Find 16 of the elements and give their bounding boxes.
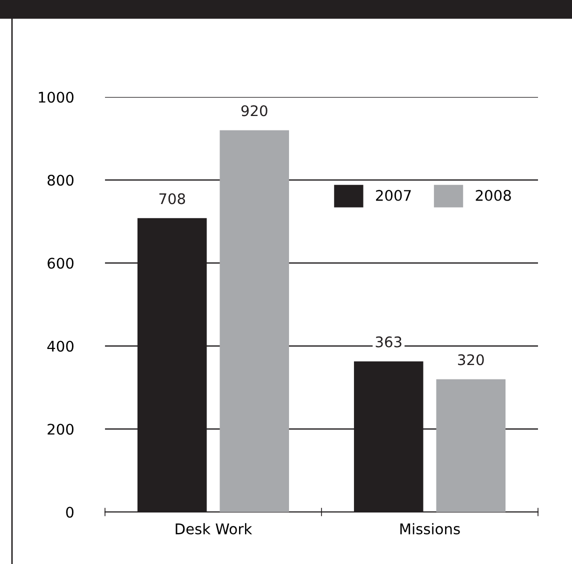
- y-tick-label: 1000: [38, 92, 74, 103]
- y-tick-label: 600: [48, 258, 74, 269]
- x-tick-label: Missions: [400, 523, 460, 534]
- y-tick-label: 0: [66, 506, 74, 518]
- y-tick-label: 200: [48, 424, 74, 435]
- data-label: 920: [241, 105, 268, 116]
- data-label: 320: [458, 354, 484, 366]
- bar: [220, 130, 290, 512]
- x-tick-label: Desk Work: [176, 523, 252, 534]
- data-label: 363: [376, 336, 402, 348]
- legend-label: 2008: [476, 190, 511, 201]
- bar: [436, 379, 506, 512]
- y-tick-label: 800: [48, 174, 74, 186]
- legend-label: 2007: [376, 190, 411, 201]
- y-tick-label: 400: [47, 340, 74, 352]
- data-label: 708: [159, 193, 186, 204]
